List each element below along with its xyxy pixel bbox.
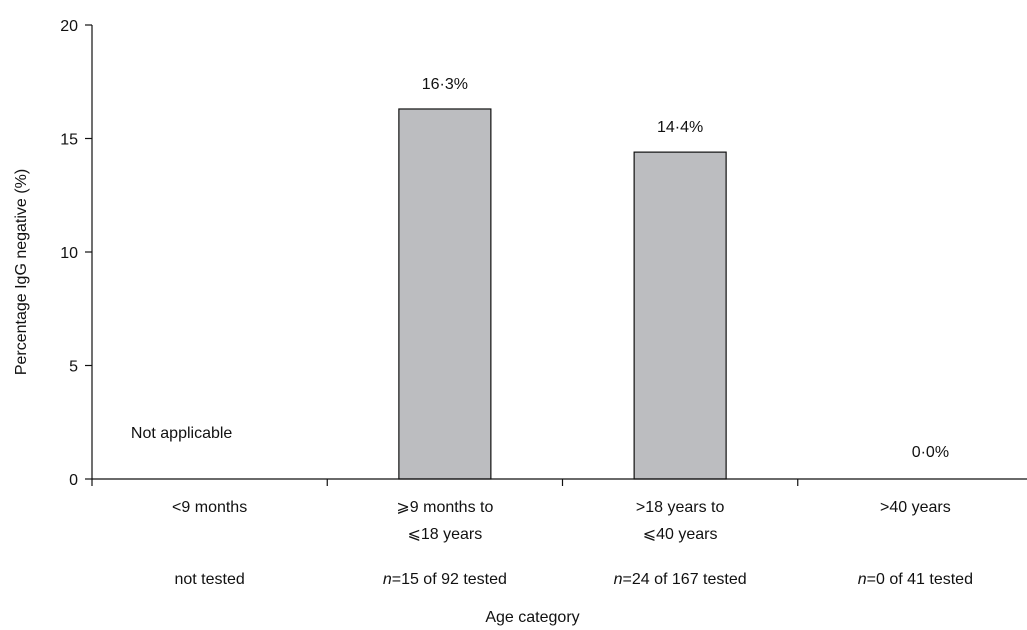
sample-note-n: n [858, 571, 867, 588]
data-label: 0·0% [912, 444, 949, 461]
data-label: 14·4% [657, 119, 703, 136]
x-tick-label: ⩾9 months to [396, 499, 493, 516]
category-labels: <9 months ⩾9 months to ⩽18 years >18 years … [172, 499, 951, 543]
x-tick-label: >40 years [880, 499, 951, 516]
y-tick-label: 15 [60, 132, 78, 149]
sample-note-text: =24 of 167 tested [623, 571, 747, 588]
x-tick-label: ⩽40 years [643, 526, 718, 543]
y-tick-label: 5 [69, 359, 78, 376]
bar [633, 151, 727, 480]
y-tick-label: 20 [60, 18, 78, 35]
sample-note: n=24 of 167 tested [614, 571, 747, 588]
bars [398, 108, 727, 480]
x-tick-label: >18 years to [636, 499, 725, 516]
sample-note-n: n [383, 571, 392, 588]
x-axis-ticks [91, 479, 799, 486]
y-tick-label: 0 [69, 472, 78, 489]
y-axis-title: Percentage IgG negative (%) [13, 169, 30, 375]
y-axis-ticks: 0 5 10 15 20 [60, 18, 92, 489]
sample-note-text: =0 of 41 tested [867, 571, 973, 588]
sample-note-text: =15 of 92 tested [392, 571, 507, 588]
data-labels: Not applicable 16·3% 14·4% 0·0% [131, 76, 949, 461]
x-tick-label: <9 months [172, 499, 247, 516]
sample-notes: not tested n=15 of 92 tested n=24 of 167 t… [174, 571, 973, 588]
data-label: Not applicable [131, 425, 233, 442]
sample-note: n=0 of 41 tested [858, 571, 973, 588]
x-tick-label: ⩽18 years [407, 526, 482, 543]
x-axis-title: Age category [485, 609, 579, 626]
data-label: 16·3% [422, 76, 468, 93]
y-tick-label: 10 [60, 245, 78, 262]
bar [398, 108, 492, 480]
sample-note: not tested [174, 571, 244, 588]
sample-note: n=15 of 92 tested [383, 571, 507, 588]
sample-note-text: not tested [174, 571, 244, 588]
sample-note-n: n [614, 571, 623, 588]
